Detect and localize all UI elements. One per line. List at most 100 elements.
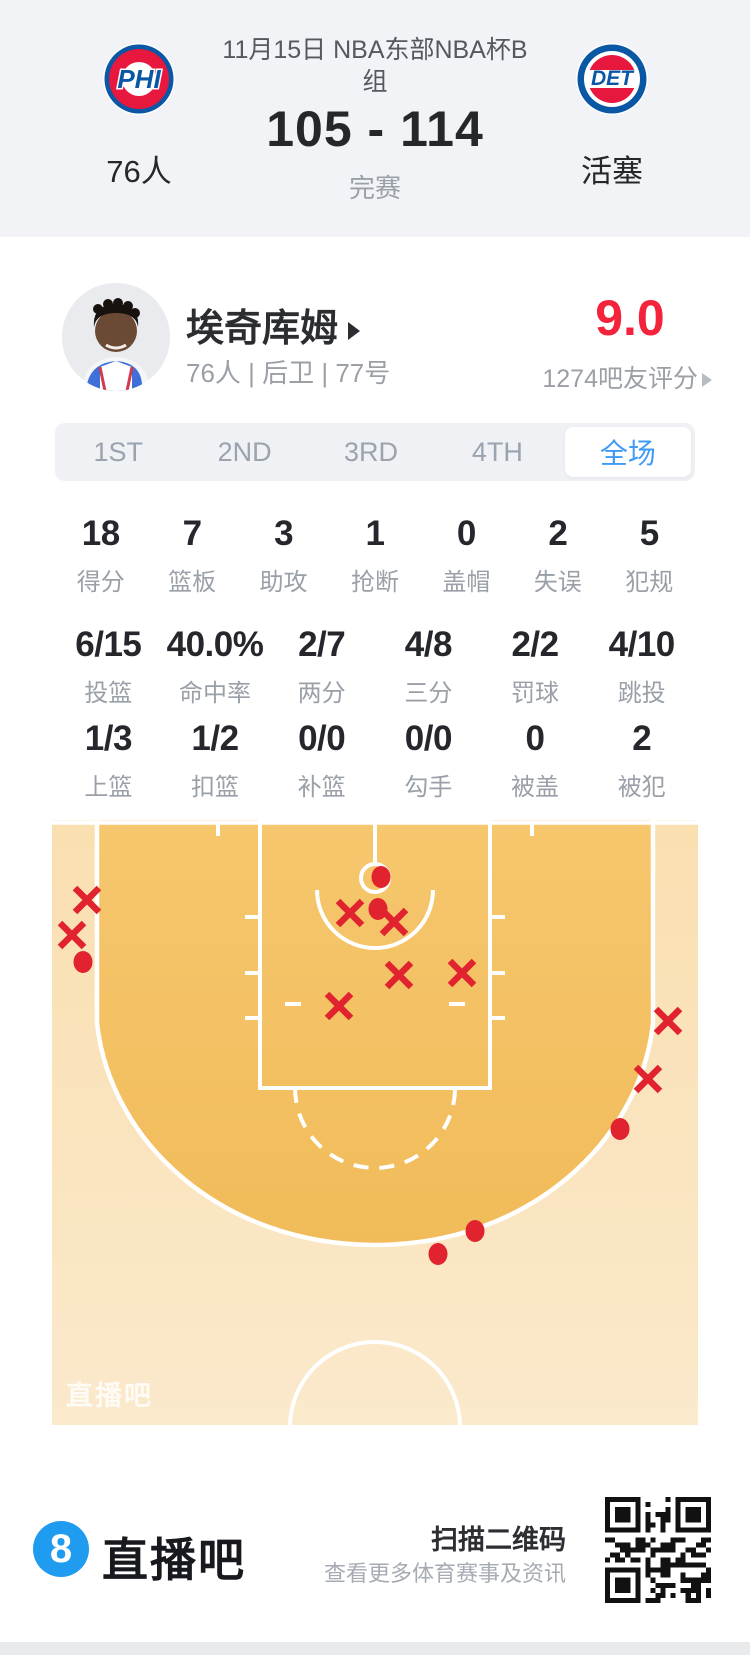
stat-value: 1: [365, 514, 385, 553]
bottom-strip: [0, 1642, 750, 1655]
stat-value: 0: [525, 719, 545, 758]
shot-chart: 直播吧: [52, 820, 698, 1425]
stat-cell: 0/0 勾手: [375, 717, 482, 802]
match-info-line1: 11月15日 NBA东部NBA杯B: [222, 36, 528, 64]
match-score: 105 - 114: [266, 101, 484, 157]
key-box: [258, 820, 492, 1090]
player-name[interactable]: 埃奇库姆: [186, 297, 361, 352]
player-avatar[interactable]: [62, 283, 170, 391]
brand-logo-icon: 8: [33, 1521, 89, 1577]
stat-cell: 40.0% 命中率: [162, 623, 269, 708]
stat-label: 勾手: [404, 774, 453, 801]
missed-shot-marker: [335, 898, 365, 928]
player-meta: 76人 | 后卫 | 77号: [186, 358, 391, 388]
stat-label: 助攻: [259, 569, 308, 596]
svg-text:DET: DET: [591, 67, 635, 90]
stat-cell: 1/2 扣篮: [162, 717, 269, 802]
stat-value: 1/3: [84, 719, 133, 758]
stat-cell: 3 助攻: [238, 512, 329, 597]
stat-cell: 18 得分: [55, 512, 146, 597]
made-shot-marker: [73, 951, 93, 973]
away-team-name[interactable]: 活塞: [581, 154, 643, 189]
stat-value: 7: [182, 514, 202, 553]
chevron-right-icon: [702, 373, 712, 387]
scoreboard-header: 11月15日 NBA东部NBA杯B 组 105 - 114 完赛 PHI DET: [0, 0, 750, 237]
stat-value: 0/0: [298, 719, 346, 758]
stat-label: 被盖: [511, 774, 560, 801]
qr-title: 扫描二维码: [431, 1525, 566, 1555]
stat-value: 5: [639, 514, 659, 553]
stat-label: 扣篮: [191, 774, 239, 801]
stat-cell: 0 盖帽: [421, 512, 512, 597]
stat-value: 1/2: [191, 719, 239, 758]
tab-4TH[interactable]: 4TH: [471, 436, 523, 467]
stat-label: 失误: [533, 569, 582, 596]
rating-votes-link[interactable]: 1274吧友评分: [488, 359, 712, 395]
stat-row-basic: 18 得分 7 篮板 3 助攻 1 抢断 0 盖帽 2 失误 5 犯规: [55, 512, 695, 597]
stat-label: 犯规: [625, 569, 674, 596]
stat-label: 投篮: [84, 680, 133, 707]
made-shot-marker: [610, 1118, 630, 1140]
court-watermark: 直播吧: [66, 1381, 153, 1411]
stat-label: 上篮: [84, 774, 133, 801]
missed-shot-marker: [653, 1006, 683, 1036]
free-throw-circle-dashed: [293, 1087, 457, 1170]
stat-label: 盖帽: [442, 569, 491, 596]
missed-shot-marker: [72, 885, 102, 915]
stat-cell: 2/7 两分: [268, 623, 375, 708]
missed-shot-marker: [633, 1064, 663, 1094]
stat-label: 篮板: [168, 569, 217, 596]
stat-cell: 5 犯规: [604, 512, 695, 597]
stat-label: 命中率: [179, 680, 251, 707]
stat-cell: 1 抢断: [329, 512, 420, 597]
player-stats-card: 埃奇库姆 76人 | 后卫 | 77号 9.0 1274吧友评分 1ST 2ND 3…: [0, 237, 750, 1655]
tab-1ST[interactable]: 1ST: [93, 436, 143, 467]
player-rating: 9.0: [595, 290, 665, 346]
stat-cell: 0/0 补篮: [268, 717, 375, 802]
restricted-arc: [315, 889, 435, 950]
stat-cell: 7 篮板: [146, 512, 237, 597]
stat-value: 40.0%: [166, 625, 264, 664]
home-team-logo-icon[interactable]: PHI: [102, 42, 176, 116]
tab-3RD[interactable]: 3RD: [344, 436, 399, 467]
stat-label: 抢断: [350, 569, 399, 596]
quarter-tabs: 1ST 2ND 3RD 4TH 全场: [55, 423, 695, 481]
stat-label: 得分: [76, 569, 125, 596]
stat-value: 18: [81, 514, 120, 553]
stat-cell: 2/2 罚球: [482, 623, 589, 708]
stat-label: 补篮: [297, 774, 346, 801]
tab-全场[interactable]: 全场: [564, 427, 692, 477]
made-shot-marker: [368, 898, 388, 920]
stat-cell: 4/8 三分: [375, 623, 482, 708]
stat-cell: 0 被盖: [482, 717, 589, 802]
stat-label: 罚球: [511, 680, 560, 707]
stat-cell: 4/10 跳投: [588, 623, 695, 708]
stat-row-shooting: 6/15 投篮 40.0% 命中率 2/7 两分 4/8 三分 2/2 罚球 4/10 跳投: [55, 623, 695, 708]
center-circle-arc: [288, 1340, 462, 1425]
stat-value: 2/2: [511, 625, 559, 664]
qr-code: [600, 1492, 716, 1608]
stat-row-detail: 1/3 上篮 1/2 扣篮 0/0 补篮 0/0 勾手 0 被盖 2 被犯: [55, 717, 695, 802]
stat-value: 2: [548, 514, 568, 553]
missed-shot-marker: [447, 958, 477, 988]
missed-shot-marker: [384, 960, 414, 990]
chevron-right-icon: [348, 321, 361, 340]
stat-value: 4/8: [404, 625, 453, 664]
made-shot-marker: [428, 1243, 448, 1265]
home-team-name[interactable]: 76人: [106, 154, 172, 189]
away-team-logo-icon[interactable]: DET: [575, 42, 649, 116]
made-shot-marker: [371, 866, 391, 888]
qr-subtitle: 查看更多体育赛事及资讯: [323, 1561, 566, 1586]
stat-value: 6/15: [75, 625, 142, 664]
made-shot-marker: [465, 1220, 485, 1242]
shot-markers: [57, 866, 683, 1265]
stat-cell: 1/3 上篮: [55, 717, 162, 802]
stat-value: 0/0: [404, 719, 453, 758]
missed-shot-marker: [324, 991, 354, 1021]
stat-value: 2/7: [298, 625, 346, 664]
tab-2ND[interactable]: 2ND: [217, 436, 272, 467]
stat-label: 两分: [297, 680, 346, 707]
stat-label: 跳投: [617, 680, 666, 707]
stat-cell: 2 被犯: [588, 717, 695, 802]
